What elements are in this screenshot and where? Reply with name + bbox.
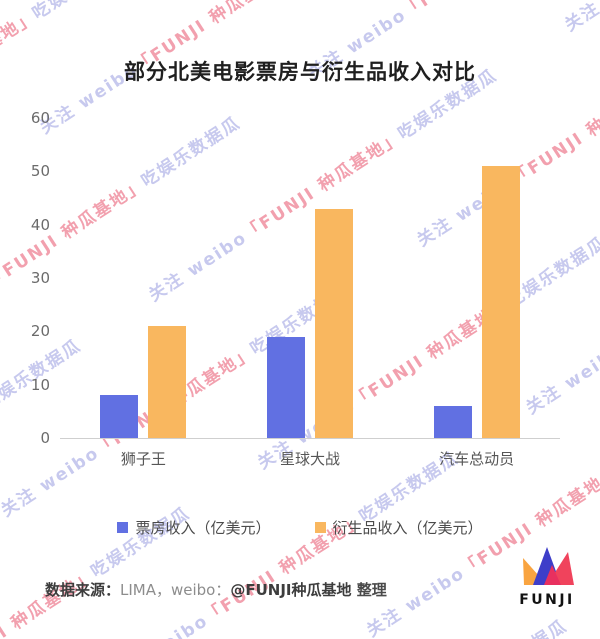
funji-logo: FUNJI [511, 545, 583, 608]
source-account: @FUNJI种瓜基地 [230, 581, 352, 599]
crown-inner-triangle [544, 565, 561, 585]
source-label: 数据来源： [45, 581, 121, 599]
source-line: 数据来源：LIMA，weibo：@FUNJI种瓜基地 整理 [45, 579, 387, 600]
chart-title: 部分北美电影票房与衍生品收入对比 [124, 60, 476, 84]
legend-item: 衍生品收入（亿美元） [314, 517, 483, 538]
category-label: 狮子王 [120, 450, 166, 468]
legend: 票房收入（亿美元） 衍生品收入（亿美元） [0, 517, 600, 538]
legend-item: 票房收入（亿美元） [117, 517, 271, 538]
bar [148, 326, 187, 438]
bar-group-1: 狮子王 [100, 118, 187, 468]
funji-crown-icon [523, 547, 574, 585]
bar [266, 336, 305, 438]
plot-area: 狮子王 星球大战 汽车总动员 [60, 118, 560, 468]
legend-swatch-icon [117, 522, 129, 533]
y-tick-label: 30 [30, 269, 50, 287]
bar [433, 406, 472, 438]
legend-label: 票房收入（亿美元） [135, 519, 271, 537]
y-tick-label: 20 [30, 322, 50, 341]
source-via: LIMA，weibo： [120, 581, 231, 599]
y-tick-label: 0 [40, 429, 50, 447]
bar [481, 166, 520, 438]
legend-label: 衍生品收入（亿美元） [332, 519, 483, 537]
y-tick-label: 10 [30, 375, 50, 394]
y-tick-label: 50 [30, 162, 50, 181]
bar [314, 208, 353, 438]
bar-group-3: 汽车总动员 [433, 118, 520, 468]
x-axis-line [60, 438, 560, 439]
source-suffix: 整理 [351, 581, 387, 599]
y-tick-label: 40 [30, 215, 50, 234]
category-label: 星球大战 [279, 450, 340, 468]
y-tick-label: 60 [30, 109, 50, 127]
funji-logo-text: FUNJI [519, 592, 575, 608]
bar [100, 395, 139, 438]
legend-swatch-icon [314, 522, 326, 533]
category-label: 汽车总动员 [439, 450, 515, 468]
bar-group-2: 星球大战 [266, 118, 353, 468]
